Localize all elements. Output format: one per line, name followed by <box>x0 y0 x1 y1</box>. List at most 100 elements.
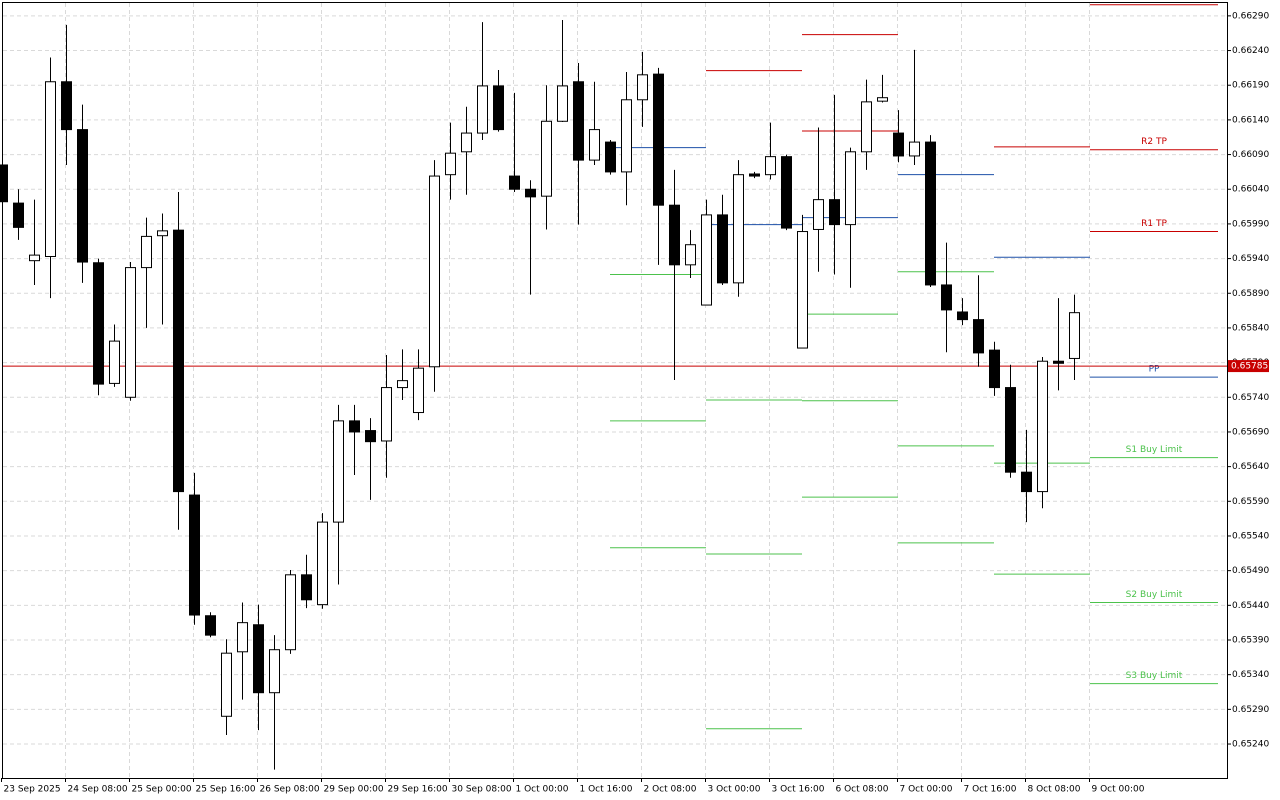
y-tick-label: 0.65290 <box>1232 705 1269 715</box>
candle-body <box>781 156 792 229</box>
candle-body <box>77 129 88 263</box>
level-label: S2 Buy Limit <box>1126 590 1183 600</box>
candle-body <box>429 175 440 368</box>
level-label: R2 TP <box>1141 137 1167 147</box>
y-tick-label: 0.66190 <box>1232 81 1269 91</box>
y-tick-label: 0.65690 <box>1232 427 1269 437</box>
x-tick-label: 9 Oct 00:00 <box>1092 785 1145 795</box>
candle-body <box>317 521 328 606</box>
candle-body <box>653 73 664 206</box>
candle-body <box>509 175 520 190</box>
candle-body <box>637 74 648 101</box>
candle-body <box>765 156 776 176</box>
level-label: S3 Buy Limit <box>1126 671 1183 681</box>
candle-body <box>141 235 152 269</box>
candle-body <box>909 141 920 157</box>
candle-body <box>1005 387 1016 473</box>
candle-body <box>861 101 872 153</box>
x-tick-label: 2 Oct 08:00 <box>644 785 697 795</box>
candle-body <box>941 284 952 311</box>
candle-body <box>349 420 360 433</box>
candle-body <box>253 624 264 694</box>
candle-body <box>749 173 760 177</box>
candle-body <box>797 231 808 349</box>
candle-body <box>0 164 8 203</box>
candle-body <box>109 340 120 384</box>
candle-body <box>221 652 232 717</box>
x-tick-label: 24 Sep 08:00 <box>68 785 128 795</box>
x-tick-label: 3 Oct 00:00 <box>708 785 761 795</box>
candle-body <box>989 349 1000 389</box>
candle-body <box>13 202 24 228</box>
y-tick-label: 0.66040 <box>1232 185 1269 195</box>
candle-body <box>285 574 296 651</box>
candle-body <box>685 244 696 266</box>
candle-body <box>413 367 424 414</box>
level-label: R1 TP <box>1141 219 1167 229</box>
y-tick-label: 0.65590 <box>1232 497 1269 507</box>
candle-body <box>621 99 632 173</box>
candle-body <box>813 199 824 230</box>
candle-body <box>1069 312 1080 359</box>
candle-body <box>733 174 744 284</box>
candle-body <box>557 85 568 122</box>
x-tick-label: 7 Oct 16:00 <box>964 785 1017 795</box>
candle-body <box>365 430 376 443</box>
candle-body <box>61 81 72 131</box>
x-tick-label: 3 Oct 16:00 <box>772 785 825 795</box>
candle-body <box>269 649 280 694</box>
y-tick-label: 0.65840 <box>1232 323 1269 333</box>
x-tick-label: 7 Oct 00:00 <box>900 785 953 795</box>
candle-body <box>925 141 936 286</box>
y-tick-label: 0.65640 <box>1232 462 1269 472</box>
level-label: S1 Buy Limit <box>1126 445 1183 455</box>
candle-body <box>605 141 616 173</box>
candle-body <box>301 574 312 601</box>
candle-body <box>525 188 536 198</box>
y-tick-label: 0.65340 <box>1232 670 1269 680</box>
candle-body <box>445 152 456 176</box>
y-tick-label: 0.65240 <box>1232 740 1269 750</box>
candle-body <box>845 151 856 226</box>
y-tick-label: 0.66240 <box>1232 46 1269 56</box>
y-tick-label: 0.66090 <box>1232 150 1269 160</box>
x-tick-label: 29 Sep 00:00 <box>324 785 384 795</box>
candle-body <box>701 214 712 306</box>
candle-body <box>541 120 552 197</box>
y-tick-label: 0.65890 <box>1232 289 1269 299</box>
current-price-label: 0.65785 <box>1231 362 1268 372</box>
candle-body <box>45 81 56 258</box>
candle-body <box>93 262 104 385</box>
x-tick-label: 1 Oct 16:00 <box>580 785 633 795</box>
candle-body <box>1021 471 1032 493</box>
current-price-tag <box>1228 360 1269 373</box>
candle-body <box>669 204 680 266</box>
candle-body <box>29 254 40 262</box>
y-tick-label: 0.65540 <box>1232 531 1269 541</box>
y-tick-label: 0.65390 <box>1232 635 1269 645</box>
x-tick-label: 25 Sep 16:00 <box>196 785 256 795</box>
candle-body <box>237 622 248 653</box>
candle-body <box>877 97 888 102</box>
candle-body <box>717 214 728 284</box>
x-tick-label: 25 Sep 00:00 <box>132 785 192 795</box>
candle-body <box>829 199 840 226</box>
plot-frame <box>2 2 1228 779</box>
candle-body <box>157 230 168 237</box>
candle-body <box>397 380 408 389</box>
y-tick-label: 0.65990 <box>1232 219 1269 229</box>
x-tick-label: 6 Oct 08:00 <box>836 785 889 795</box>
candle-body <box>333 420 344 523</box>
x-tick-label: 26 Sep 08:00 <box>260 785 320 795</box>
candle-body <box>1053 360 1064 364</box>
candle-body <box>125 267 136 398</box>
candle-body <box>189 494 200 616</box>
y-tick-label: 0.65940 <box>1232 254 1269 264</box>
candle-body <box>477 85 488 134</box>
y-tick-label: 0.66290 <box>1232 11 1269 21</box>
candle-body <box>381 387 392 442</box>
candle-body <box>957 311 968 321</box>
candle-body <box>973 319 984 354</box>
